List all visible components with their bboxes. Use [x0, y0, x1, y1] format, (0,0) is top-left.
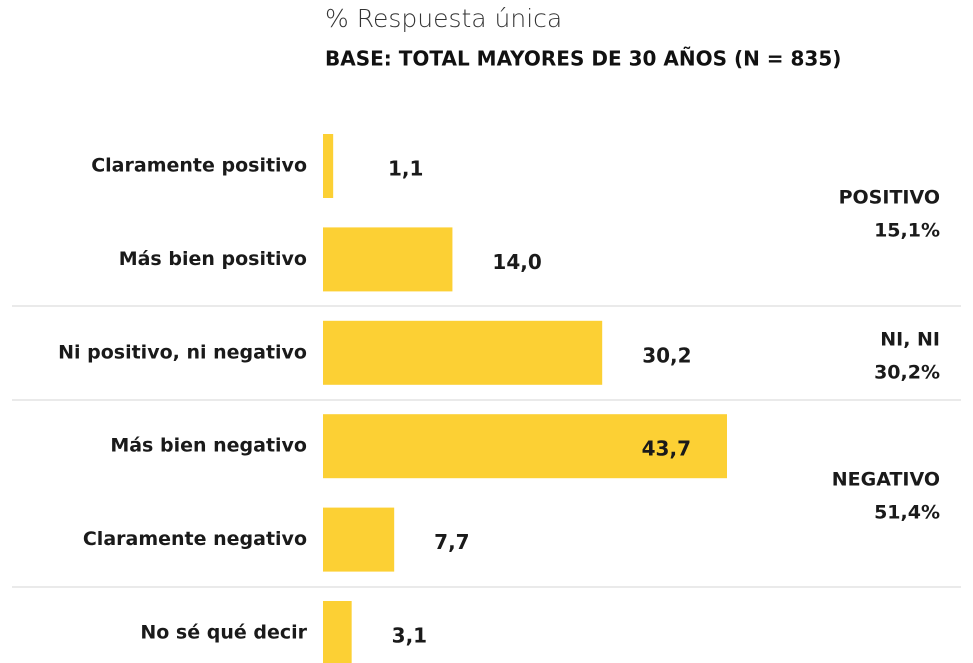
data-label: 3,1: [392, 624, 427, 648]
chart-title: % Respuesta única: [325, 4, 562, 33]
bar: [323, 227, 453, 292]
y-tick-label: Más bien positivo: [119, 248, 307, 270]
y-tick-label: No sé qué decir: [140, 622, 307, 644]
data-label: 1,1: [388, 157, 423, 181]
group-label: POSITIVO: [839, 187, 940, 209]
y-tick-label: Más bien negativo: [110, 435, 307, 457]
bar: [323, 414, 727, 479]
y-tick-label: Ni positivo, ni negativo: [58, 341, 307, 363]
group-value: 51,4%: [874, 502, 940, 524]
data-label: 14,0: [492, 250, 541, 274]
group-label: NEGATIVO: [832, 469, 940, 491]
bar: [323, 507, 395, 572]
group-value: 30,2%: [874, 362, 940, 384]
group-value: 15,1%: [874, 220, 940, 242]
y-tick-label: Claramente negativo: [83, 528, 307, 550]
y-tick-label: Claramente positivo: [91, 155, 307, 177]
chart-subtitle: BASE: TOTAL MAYORES DE 30 AÑOS (N = 835): [325, 47, 841, 71]
bar: [323, 134, 334, 198]
bar: [323, 320, 603, 385]
group-label: NI, NI: [880, 329, 940, 351]
data-label: 30,2: [642, 343, 691, 367]
data-label: 7,7: [434, 530, 469, 554]
data-label: 43,7: [642, 437, 691, 461]
bar: [323, 601, 352, 663]
